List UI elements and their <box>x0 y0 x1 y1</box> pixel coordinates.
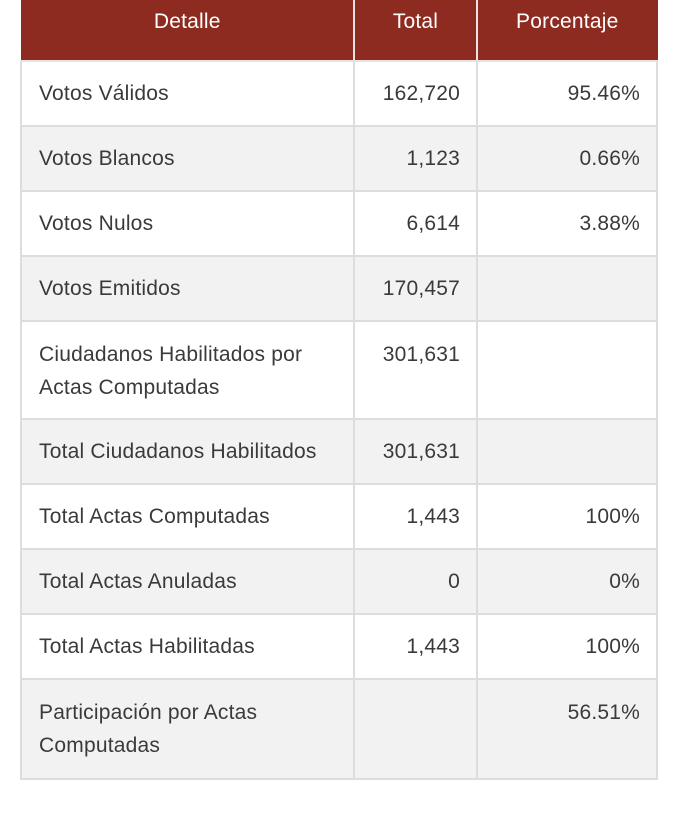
row-label: Total Actas Habilitadas <box>20 613 355 680</box>
header-total-label: Total <box>392 10 439 33</box>
header-porcentaje: Porcentaje <box>476 0 658 62</box>
row-label: Votos Emitidos <box>20 255 355 322</box>
row-total: 6,614 <box>353 190 478 257</box>
row-label: Votos Válidos <box>20 60 355 127</box>
row-label: Total Actas Anuladas <box>20 548 355 615</box>
row-total: 301,631 <box>353 418 478 485</box>
row-percent: 56.51% <box>476 678 658 780</box>
row-percent: 100% <box>476 483 658 550</box>
table-row: Votos Nulos 6,614 3.88% <box>20 190 658 257</box>
row-label: Votos Blancos <box>20 125 355 192</box>
table-row: Votos Blancos 1,123 0.66% <box>20 125 658 192</box>
row-total: 0 <box>353 548 478 615</box>
row-percent: 0% <box>476 548 658 615</box>
row-total: 170,457 <box>353 255 478 322</box>
row-percent <box>476 418 658 485</box>
table-row: Votos Válidos 162,720 95.46% <box>20 60 658 127</box>
table-row: Total Ciudadanos Habilitados 301,631 <box>20 418 658 485</box>
table-body: Votos Válidos 162,720 95.46% Votos Blanc… <box>20 60 658 780</box>
header-porcentaje-label: Porcentaje <box>516 10 619 33</box>
header-total: Total <box>353 0 477 62</box>
table-row: Participación por Actas Computadas 56.51… <box>20 678 658 780</box>
row-percent: 3.88% <box>476 190 658 257</box>
row-total: 301,631 <box>353 320 478 420</box>
results-table: Detalle Total Porcentaje Votos Válidos 1… <box>20 0 658 780</box>
header-detalle-label: Detalle <box>153 10 221 33</box>
row-label: Ciudadanos Habilitados por Actas Computa… <box>20 320 355 420</box>
table-row: Ciudadanos Habilitados por Actas Computa… <box>20 320 658 420</box>
row-total: 1,443 <box>353 613 478 680</box>
header-detalle: Detalle <box>20 0 354 62</box>
row-label: Votos Nulos <box>20 190 355 257</box>
row-percent: 100% <box>476 613 658 680</box>
table-row: Total Actas Anuladas 0 0% <box>20 548 658 615</box>
row-label: Participación por Actas Computadas <box>20 678 355 780</box>
table-row: Votos Emitidos 170,457 <box>20 255 658 322</box>
row-label: Total Ciudadanos Habilitados <box>20 418 355 485</box>
row-percent: 95.46% <box>476 60 658 127</box>
row-percent <box>476 255 658 322</box>
header-row: Detalle Total Porcentaje <box>20 0 658 62</box>
row-total: 1,123 <box>353 125 478 192</box>
row-label: Total Actas Computadas <box>20 483 355 550</box>
row-percent: 0.66% <box>476 125 658 192</box>
table-header: Detalle Total Porcentaje <box>20 0 658 62</box>
table-row: Total Actas Habilitadas 1,443 100% <box>20 613 658 680</box>
table-row: Total Actas Computadas 1,443 100% <box>20 483 658 550</box>
row-total: 162,720 <box>353 60 478 127</box>
row-total: 1,443 <box>353 483 478 550</box>
row-total <box>353 678 478 780</box>
row-percent <box>476 320 658 420</box>
results-table-container: Detalle Total Porcentaje Votos Válidos 1… <box>20 0 658 780</box>
